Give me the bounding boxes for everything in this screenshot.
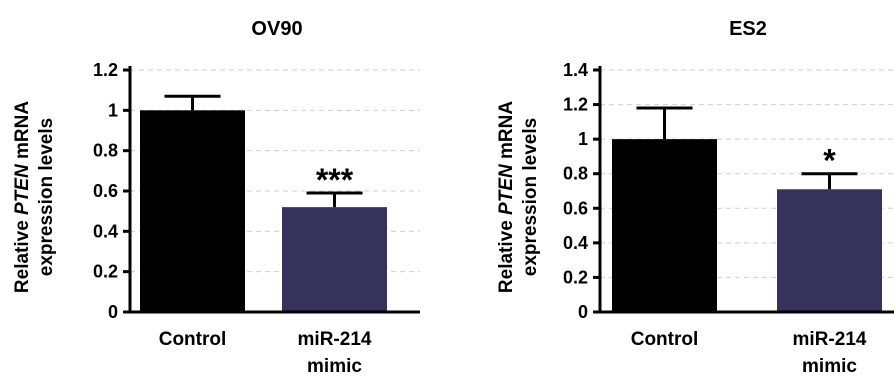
chart0-y-axis-label-line2: expression levels — [36, 118, 57, 276]
chart0-x-tick-label: mimic — [307, 356, 362, 377]
chart1-y-tick-label: 0.2 — [563, 267, 588, 287]
chart0-significance-label: *** — [316, 162, 354, 198]
chart1-y-tick-label: 0.6 — [563, 198, 588, 218]
chart0-x-tick-label: Control — [159, 329, 227, 350]
chart1-x-tick-label: mimic — [802, 356, 857, 377]
chart1-y-tick-label: 0.4 — [563, 233, 588, 253]
chart1-y-axis-label-line2: expression levels — [520, 118, 541, 276]
chart1-y-axis-label-line1: Relative PTEN mRNA — [496, 101, 517, 293]
chart1-y-tick-label: 1.4 — [563, 60, 588, 80]
chart0-title: OV90 — [251, 18, 302, 40]
chart0-y-tick-label: 0.2 — [93, 262, 118, 282]
chart1-bar — [612, 139, 717, 312]
chart0-x-tick-label: miR-214 — [298, 329, 372, 350]
chart0-y-axis-label-line1: Relative PTEN mRNA — [12, 101, 33, 293]
chart0-y-tick-label: 0 — [108, 302, 118, 322]
chart0-bar — [140, 110, 245, 312]
chart1-title: ES2 — [729, 18, 767, 40]
chart0-y-tick-label: 0.4 — [93, 221, 118, 241]
chart1-y-tick-label: 1.2 — [563, 95, 588, 115]
chart1-x-tick-label: Control — [631, 329, 699, 350]
chart1-bar — [777, 189, 882, 312]
chart0-y-tick-label: 1 — [108, 100, 118, 120]
chart0-y-tick-label: 0.6 — [93, 181, 118, 201]
chart0-y-tick-label: 1.2 — [93, 60, 118, 80]
chart0-y-tick-label: 0.8 — [93, 141, 118, 161]
chart-panel-ov90: OV90 *** 0 0.2 0.4 0.6 0.8 1 1.2 Control miR-214 mi… — [12, 18, 420, 377]
chart0-bar — [282, 207, 387, 312]
chart1-y-tick-label: 0 — [578, 302, 588, 322]
chart1-significance-label: * — [823, 143, 836, 179]
chart1-x-tick-label: miR-214 — [793, 329, 867, 350]
chart-panel-es2: ES2 * 0 0.2 0.4 0.6 0.8 1 1.2 1.4 Control miR-214 mi… — [496, 18, 894, 377]
chart1-y-tick-label: 0.8 — [563, 164, 588, 184]
chart1-y-tick-label: 1 — [578, 129, 588, 149]
